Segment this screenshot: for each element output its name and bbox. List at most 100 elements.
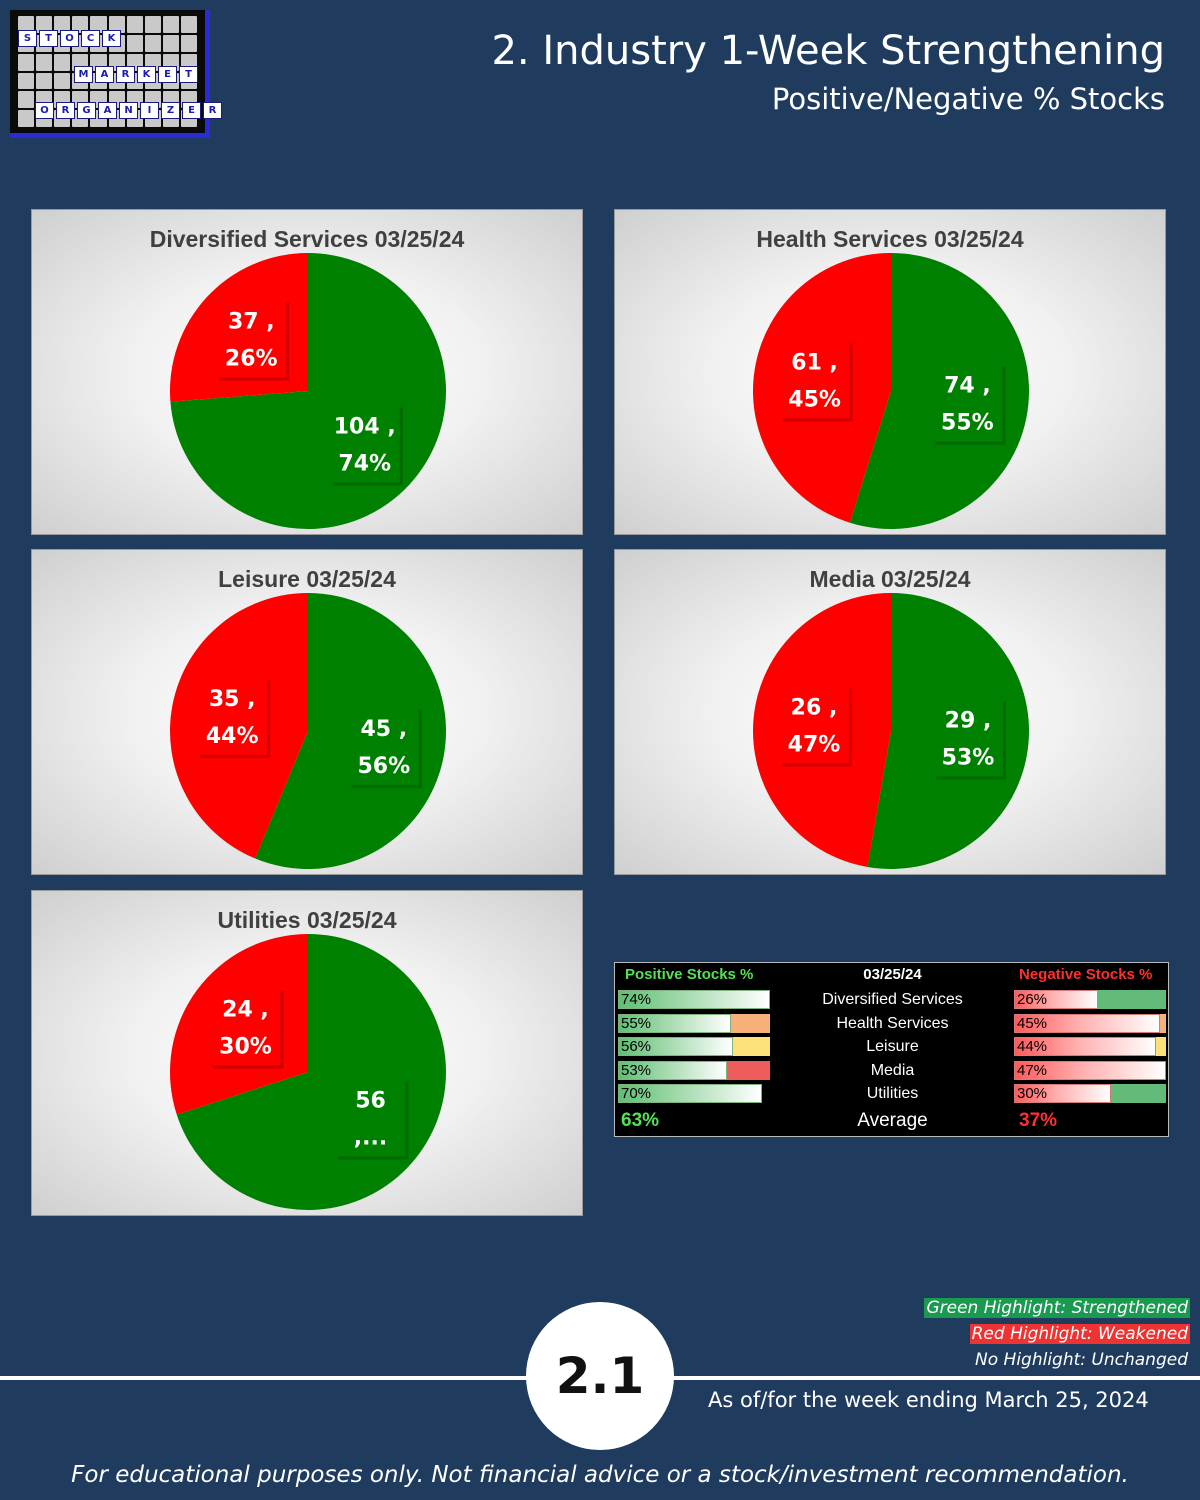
data-label: 24 , (222, 998, 269, 1023)
negative-data-bar (1014, 1013, 1160, 1033)
logo-grid-cell (18, 72, 35, 90)
page-number-badge: 2.1 (526, 1302, 674, 1450)
data-label: 29 , (945, 709, 992, 734)
logo-letter: O (35, 102, 54, 119)
logo-letter: R (203, 102, 222, 119)
logo-letter: T (39, 30, 58, 47)
page-title: 2. Industry 1-Week Strengthening (491, 28, 1165, 74)
logo-grid-cell (180, 16, 197, 33)
logo-grid-cell (144, 34, 161, 52)
logo-grid-cell (180, 34, 197, 52)
logo-letter: T (179, 66, 198, 83)
industry-name: Diversified Services (822, 991, 963, 1008)
negative-data-bar (1014, 990, 1099, 1009)
pie-svg: 104 , 74% 37 , 26% (170, 253, 446, 529)
positive-data-bar (618, 1037, 734, 1056)
legend-weakened: Red Highlight: Weakened (969, 1324, 1190, 1344)
logo-letter: O (60, 30, 79, 47)
data-label-box (932, 698, 1003, 777)
logo-letter: R (56, 102, 75, 119)
logo-grid-cell (162, 34, 179, 52)
negative-value: 44% (1017, 1038, 1048, 1055)
negative-cell: 45% (1014, 1013, 1166, 1033)
data-label: 44% (206, 724, 259, 749)
logo-grid-cell (18, 53, 35, 71)
negative-cell: 44% (1014, 1037, 1166, 1056)
pie-chart-utilities: Utilities 03/25/24 56,... 24 , 30% (31, 890, 583, 1216)
logo-grid-cell (126, 16, 143, 33)
summary-table: Positive Stocks % 03/25/24 Negative Stoc… (614, 962, 1169, 1137)
positive-value: 55% (621, 1014, 652, 1032)
logo-grid-cell (72, 16, 89, 33)
data-label: 55% (941, 411, 994, 436)
page-number: 2.1 (555, 1347, 645, 1405)
data-label-box (197, 676, 268, 755)
table-row: 70% Utilities 30% (615, 1082, 1168, 1105)
positive-cell: 56% (618, 1037, 770, 1056)
pie-svg: 74 , 55% 61 , 45% (753, 253, 1029, 529)
data-label: 30% (219, 1035, 272, 1060)
pie-svg: 56,... 24 , 30% (169, 934, 446, 1210)
table-header-date: 03/25/24 (863, 966, 922, 983)
table-header-positive: Positive Stocks % (625, 966, 754, 983)
logo-grid-cell (18, 16, 35, 33)
positive-data-bar (618, 1084, 762, 1103)
data-label: 74 , (944, 374, 991, 399)
industry-name: Health Services (836, 1014, 949, 1032)
data-label: 47% (788, 732, 841, 757)
chart-title: Diversified Services 03/25/24 (149, 226, 465, 252)
data-label: 37 , (228, 310, 275, 335)
negative-cell: 30% (1014, 1084, 1166, 1103)
logo-grid-cell (18, 110, 35, 127)
average-negative: 37% (1019, 1110, 1058, 1131)
data-label: ,... (354, 1125, 387, 1150)
logo-grid-cell (36, 72, 53, 90)
logo-letter: R (116, 66, 135, 83)
logo-letter: N (119, 102, 138, 119)
data-label: 104 , (334, 414, 396, 439)
logo-letter: M (74, 66, 93, 83)
logo-letter: S (18, 30, 37, 47)
industry-name: Media (870, 1061, 915, 1079)
positive-data-bar (618, 990, 770, 1009)
negative-cell: 47% (1014, 1060, 1166, 1080)
industry-name: Leisure (866, 1038, 919, 1055)
data-label: 26% (225, 347, 278, 372)
logo-grid-cell (54, 53, 71, 71)
logo-letter: K (137, 66, 156, 83)
logo-grid-cell (90, 16, 107, 33)
negative-value: 30% (1017, 1085, 1048, 1102)
logo-word-stock: S T O C K (18, 30, 121, 47)
positive-value: 70% (621, 1085, 652, 1102)
positive-value: 53% (621, 1061, 652, 1079)
logo-letter: A (98, 102, 117, 119)
data-label-box (216, 299, 287, 378)
legend-unchanged: No Highlight: Unchanged (975, 1350, 1188, 1370)
table-row: 74% Diversified Services 26% (615, 988, 1168, 1011)
chart-title: Leisure 03/25/24 (218, 566, 396, 592)
positive-data-bar (618, 1060, 727, 1080)
positive-value: 56% (621, 1038, 652, 1055)
industry-name: Utilities (866, 1085, 919, 1102)
logo-grid-cell (108, 16, 125, 33)
data-label: 26 , (791, 695, 838, 720)
pie-svg: 45 , 56% 35 , 44% (170, 593, 447, 869)
positive-data-bar (618, 1013, 731, 1033)
positive-cell: 55% (618, 1013, 770, 1033)
negative-data-bar (1014, 1060, 1166, 1080)
logo-letter: C (81, 30, 100, 47)
logo-grid-cell (162, 16, 179, 33)
average-label: Average (857, 1110, 928, 1131)
data-label-box (932, 363, 1003, 442)
logo-letter: K (102, 30, 121, 47)
positive-value: 74% (621, 991, 652, 1008)
logo-word-market: M A R K E T (74, 66, 198, 83)
positive-cell: 70% (618, 1084, 770, 1103)
data-label: 74% (338, 451, 391, 476)
logo-letter: A (95, 66, 114, 83)
data-label: 56 (355, 1088, 386, 1113)
page-subtitle: Positive/Negative % Stocks (771, 82, 1165, 116)
data-label: 56% (357, 754, 410, 779)
legend-strengthened: Green Highlight: Strengthened (924, 1298, 1190, 1318)
logo-letter: Z (161, 102, 180, 119)
